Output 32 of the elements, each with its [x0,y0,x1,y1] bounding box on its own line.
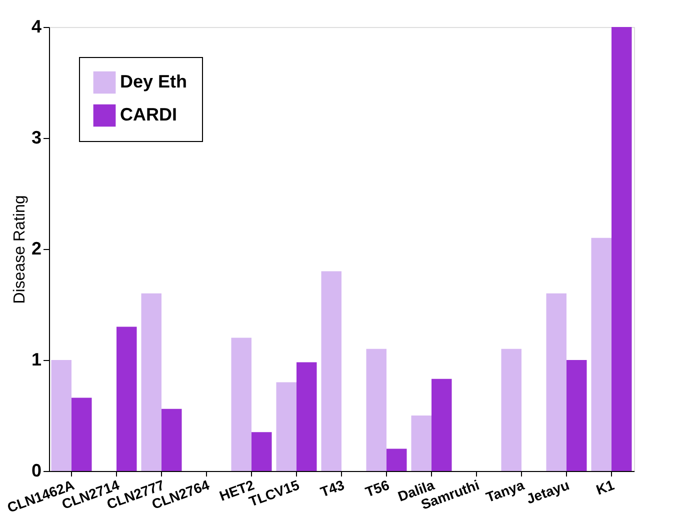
legend-label: CARDI [120,104,177,124]
bar [116,326,137,471]
bar [162,408,182,471]
x-tick-label: K1 [594,476,616,498]
bar [321,271,342,471]
x-tick-label: Tanya [484,476,526,506]
bar [591,238,612,471]
bar [276,382,296,471]
bar [546,293,566,471]
x-tick-label: T43 [318,476,346,500]
bar [411,416,432,471]
bar [366,348,386,471]
bar [501,348,522,471]
bar [72,398,92,471]
bar [231,338,252,471]
bar [386,448,407,471]
bar [51,360,72,471]
x-tick-label: Jetayu [524,476,572,507]
y-tick-label: 1 [31,350,42,370]
y-tick-label: 4 [31,16,42,36]
bar [612,27,632,471]
bar [296,362,317,471]
bar [566,360,587,471]
y-tick-label: 3 [31,128,42,148]
bar [141,293,162,471]
x-tick-label: T56 [363,476,392,500]
y-axis-title: Disease Rating [11,195,28,304]
bar [432,378,452,471]
y-tick-label: 0 [31,460,42,480]
legend-label: Dey Eth [120,72,188,92]
bar [252,432,272,471]
y-tick-label: 2 [31,238,42,258]
